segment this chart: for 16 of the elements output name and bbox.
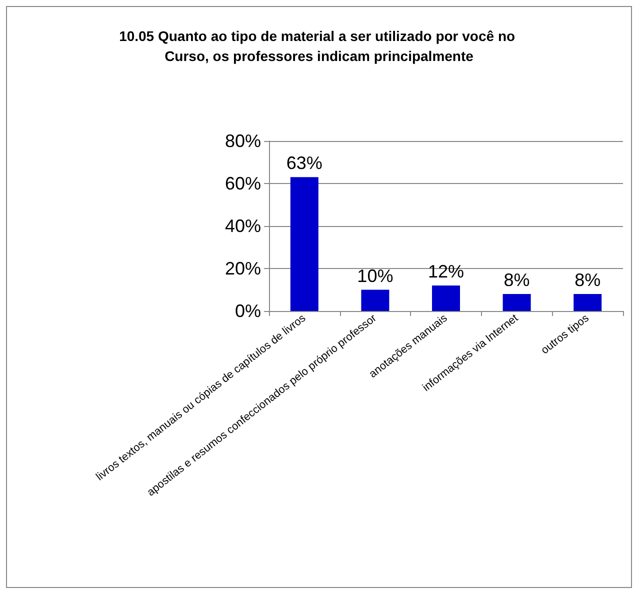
- y-tick-label: 20%: [224, 258, 261, 278]
- chart-title: 10.05 Quanto ao tipo de material a ser utilizado por você no Curso, os professores indicam principalmente: [119, 28, 519, 64]
- data-label: 12%: [428, 262, 464, 282]
- bar: [361, 290, 390, 311]
- y-tick-label: 60%: [224, 174, 261, 194]
- bar: [432, 286, 460, 311]
- data-label: 10%: [357, 266, 394, 286]
- y-tick-label: 0%: [234, 301, 261, 321]
- bar: [574, 294, 602, 311]
- data-label: 8%: [574, 270, 601, 290]
- bar: [502, 294, 531, 311]
- data-label: 63%: [286, 153, 322, 174]
- data-label: 8%: [504, 270, 530, 290]
- bar: [290, 177, 318, 311]
- y-tick-label: 80%: [224, 131, 261, 151]
- y-tick-label: 40%: [224, 216, 261, 236]
